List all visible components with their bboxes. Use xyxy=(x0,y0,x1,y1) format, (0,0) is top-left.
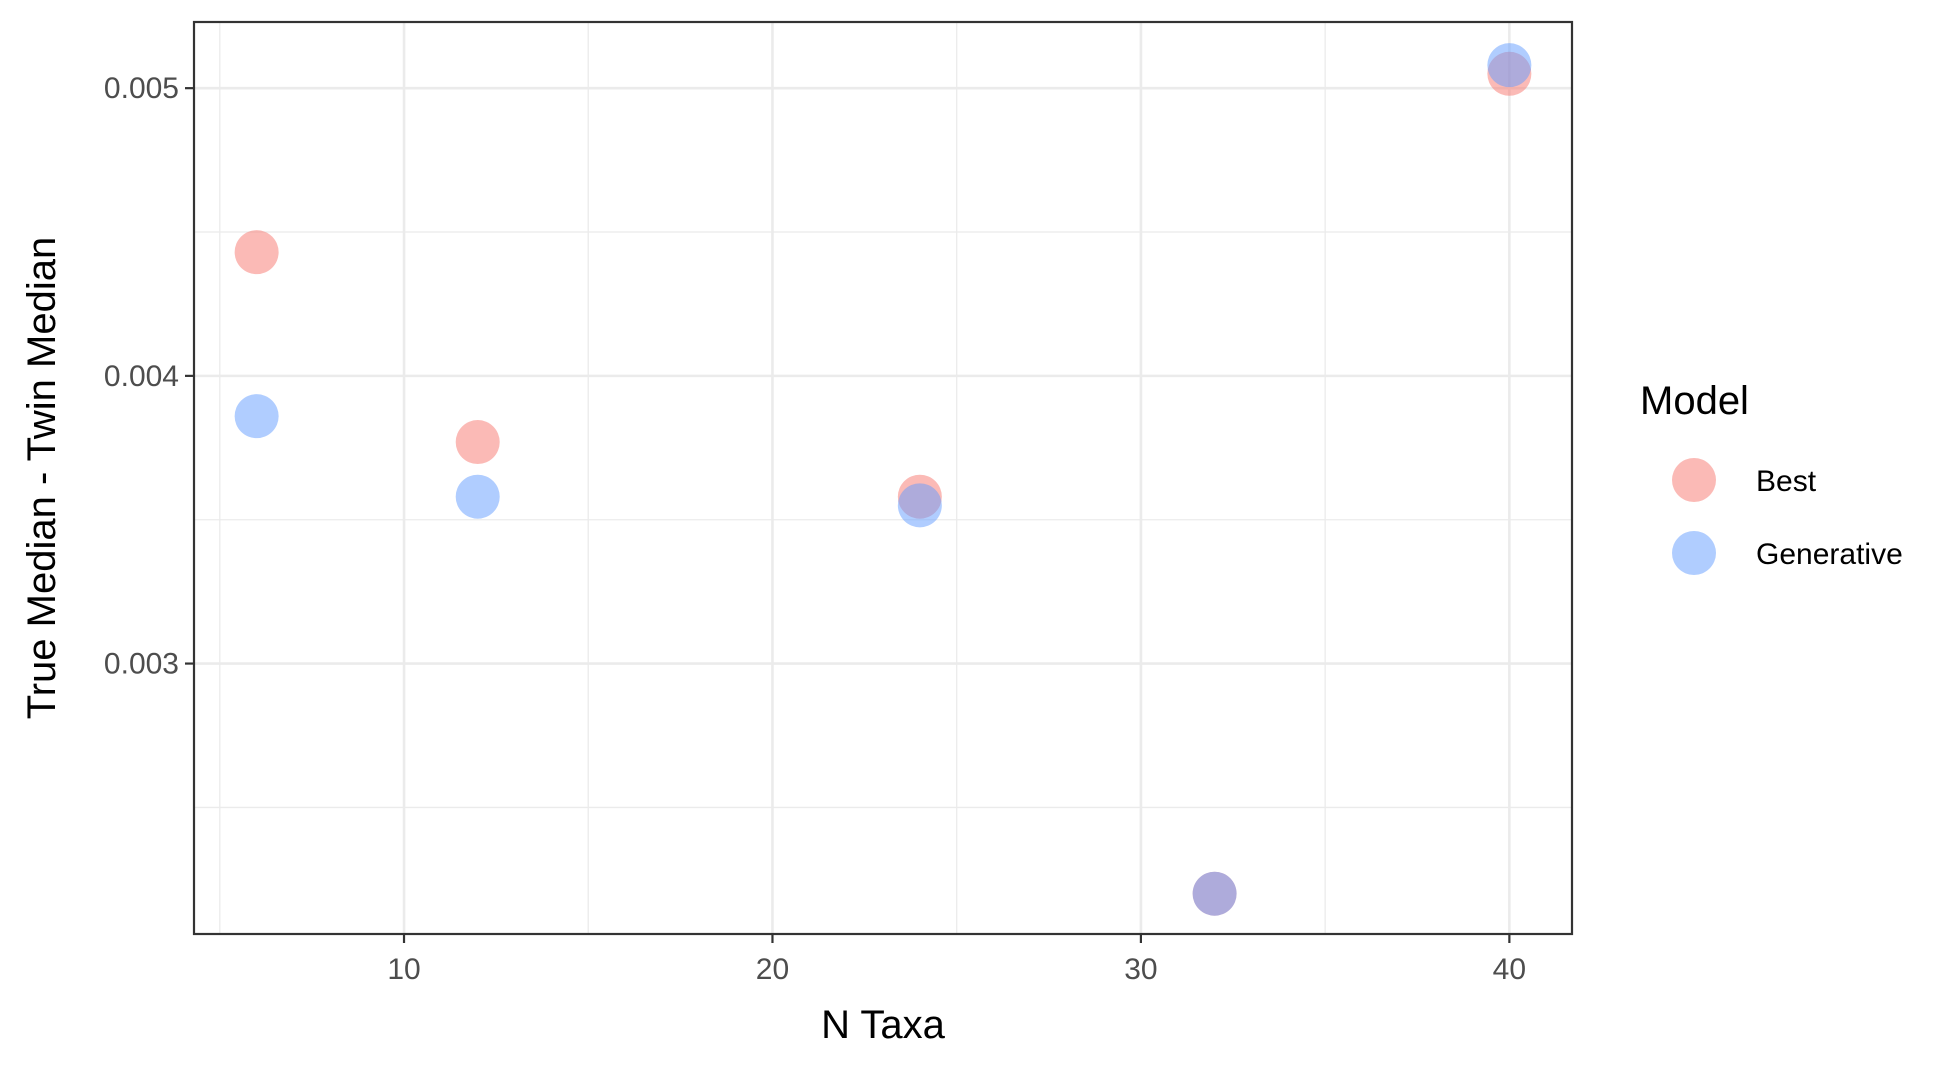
x-tick-label: 20 xyxy=(756,953,789,986)
y-axis-ticks: 0.003 0.004 0.005 xyxy=(104,72,194,681)
x-tick-label: 10 xyxy=(387,953,420,986)
legend-key-best xyxy=(1672,458,1716,502)
legend-title: Model xyxy=(1640,379,1749,423)
data-points xyxy=(234,43,1532,916)
panel-border xyxy=(192,20,1574,936)
y-tick-label: 0.003 xyxy=(104,648,179,681)
legend-label-generative: Generative xyxy=(1756,538,1903,571)
y-axis-title: True Median - Twin Median xyxy=(20,237,64,719)
data-point-best xyxy=(455,420,500,465)
data-point-generative xyxy=(1487,43,1532,88)
data-point-generative xyxy=(234,394,279,439)
y-tick-label: 0.005 xyxy=(104,72,179,105)
x-axis-ticks: 10 20 30 40 xyxy=(387,934,1526,986)
legend-label-best: Best xyxy=(1756,465,1817,498)
data-point-generative xyxy=(897,483,942,528)
panel-background xyxy=(194,22,1572,934)
data-point-generative xyxy=(1192,871,1237,916)
x-axis-title: N Taxa xyxy=(821,1003,946,1047)
legend-key-generative xyxy=(1672,531,1716,575)
data-point-best xyxy=(234,230,279,275)
legend: Model Best Generative xyxy=(1640,379,1903,575)
grid-lines xyxy=(194,22,1572,934)
x-tick-label: 40 xyxy=(1493,953,1526,986)
data-point-generative xyxy=(455,474,500,519)
legend-items: Best Generative xyxy=(1672,458,1903,575)
y-tick-label: 0.004 xyxy=(104,360,179,393)
x-tick-label: 30 xyxy=(1124,953,1157,986)
